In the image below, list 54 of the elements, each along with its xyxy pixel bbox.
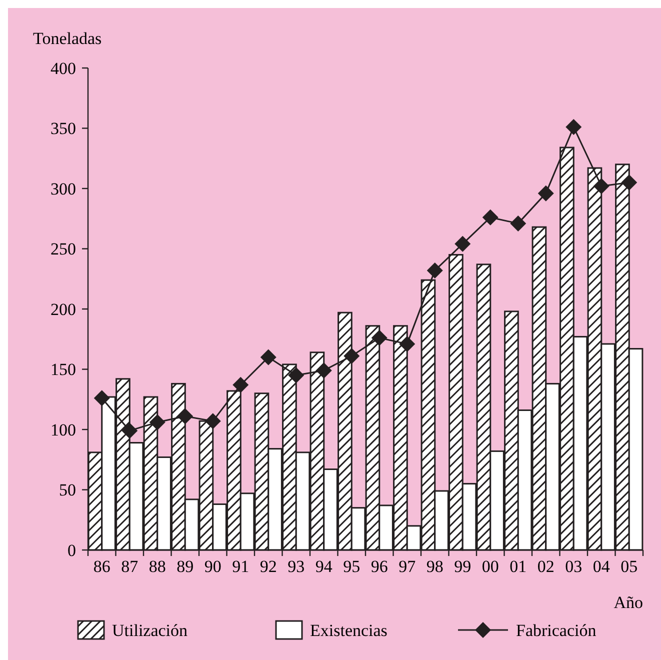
x-tick-label: 02 — [537, 557, 554, 576]
x-tick-label: 97 — [398, 557, 416, 576]
y-axis-title: Toneladas — [33, 29, 102, 48]
y-tick-label: 400 — [50, 58, 76, 78]
y-tick-label: 350 — [50, 119, 76, 138]
point — [566, 119, 582, 136]
x-tick-label: 05 — [620, 557, 638, 576]
point — [510, 215, 526, 232]
x-tick-label: 87 — [121, 557, 139, 576]
x-tick-label: 92 — [260, 557, 277, 576]
x-tick-label: 96 — [370, 557, 388, 576]
point — [399, 336, 416, 352]
x-tick-label: 99 — [454, 557, 472, 576]
point — [177, 408, 194, 424]
x-tick-label: 00 — [482, 557, 499, 576]
legend-label: Fabricación — [516, 620, 597, 640]
point — [426, 262, 443, 278]
y-tick-label: 100 — [50, 420, 76, 440]
y-tick-label: 0 — [68, 540, 76, 560]
x-tick-label: 93 — [288, 557, 305, 576]
point — [344, 348, 360, 364]
x-tick-label: 86 — [93, 557, 110, 576]
point — [621, 174, 638, 190]
x-tick-label: 03 — [565, 557, 582, 576]
point — [149, 414, 166, 430]
x-tick-label: 98 — [426, 557, 444, 576]
x-tick-label: 90 — [204, 557, 222, 576]
y-tick-label: 300 — [50, 179, 76, 198]
point — [454, 236, 471, 252]
point — [94, 390, 110, 406]
x-tick-label: 91 — [232, 557, 250, 576]
y-tick-label: 200 — [50, 300, 76, 319]
x-axis-title: Año — [614, 593, 643, 612]
x-tick-label: 01 — [510, 557, 527, 576]
point — [204, 413, 221, 430]
legend-label: Existencias — [310, 620, 388, 640]
point — [538, 185, 554, 202]
x-tick-label: 88 — [148, 557, 166, 576]
x-tick-label: 89 — [176, 557, 194, 576]
point — [482, 209, 498, 226]
x-tick-label: 04 — [592, 557, 610, 576]
y-tick-label: 50 — [59, 480, 76, 500]
point — [593, 178, 610, 194]
y-tick-label: 250 — [50, 240, 76, 259]
point — [371, 330, 388, 346]
y-tick-label: 150 — [50, 360, 76, 380]
point — [260, 349, 276, 366]
point — [288, 367, 304, 384]
x-tick-label: 95 — [343, 557, 360, 576]
point — [232, 376, 249, 393]
point — [316, 362, 332, 378]
legend-label: Utilización — [112, 620, 188, 640]
point — [122, 422, 138, 439]
x-tick-label: 94 — [315, 557, 333, 576]
